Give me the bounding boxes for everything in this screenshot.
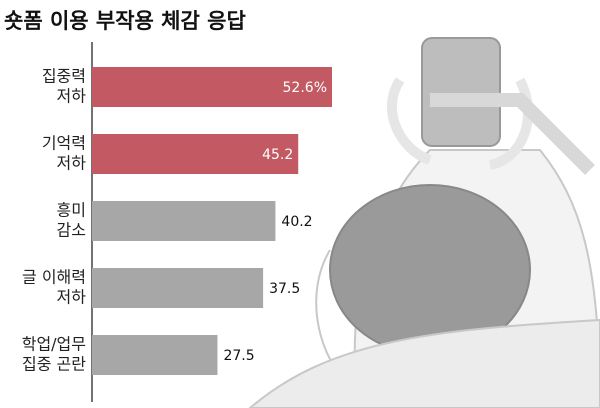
category-label: 학업/업무 — [22, 335, 86, 354]
category-label: 글 이해력 — [22, 268, 86, 287]
bar — [92, 134, 299, 174]
bar — [92, 335, 218, 375]
value-label: 40.2 — [281, 214, 312, 230]
bar — [92, 67, 332, 107]
chart-title: 숏폼 이용 부작용 체감 응답 — [4, 9, 246, 33]
bar — [92, 268, 264, 308]
category-label: 저하 — [57, 288, 87, 307]
background-illustration — [248, 37, 600, 408]
value-label: 27.5 — [223, 348, 254, 364]
value-label: 52.6% — [283, 80, 327, 96]
value-label: 37.5 — [269, 281, 300, 297]
value-label: 45.2 — [262, 147, 293, 163]
category-label: 감소 — [57, 221, 86, 240]
category-label: 집중력 — [42, 67, 86, 86]
category-label: 흥미 — [57, 201, 86, 220]
category-label: 기억력 — [42, 134, 86, 153]
category-label: 집중 곤란 — [22, 355, 86, 374]
category-label: 저하 — [57, 87, 87, 106]
bar — [92, 201, 276, 241]
category-label: 저하 — [57, 154, 87, 173]
